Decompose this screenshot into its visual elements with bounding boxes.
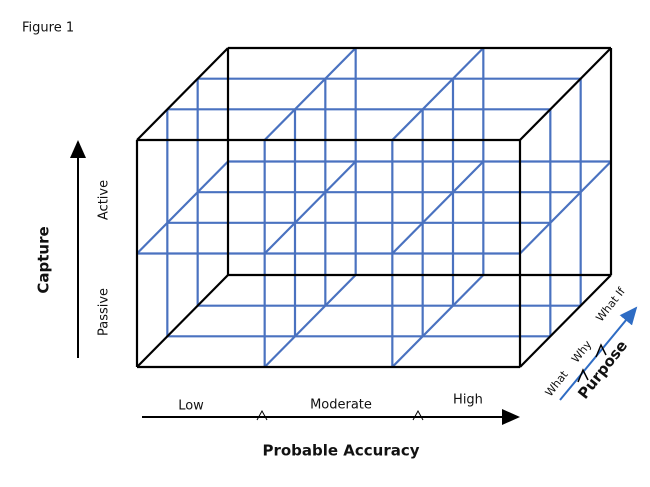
grid-line [263,160,357,255]
cube-edge [519,274,612,368]
grid-line [391,160,485,255]
inner-grid [136,47,612,368]
moderate-label: Moderate [310,398,372,413]
divider-ticks [256,409,424,421]
low-label: Low [178,399,204,414]
grid-line [519,160,612,255]
grid-line [136,160,229,255]
what-if-label: What If [593,284,628,324]
cube-edge [136,47,229,141]
active-label: Active [97,180,112,220]
figure-label: Figure 1 [22,21,74,36]
accuracy-title: Probable Accuracy [262,442,419,460]
grid-line [391,274,485,368]
what-label: What [543,368,571,399]
cube-edge [519,47,612,141]
high-label: High [453,393,483,408]
passive-label: Passive [97,288,112,336]
cube-edge [136,274,229,368]
cube-outline [135,46,613,369]
purpose-ticks [577,343,607,383]
grid-line [263,274,357,368]
grid-line [391,47,485,141]
capture-title: Capture [35,226,53,293]
why-label: Why [569,338,595,366]
grid-line [263,47,357,141]
